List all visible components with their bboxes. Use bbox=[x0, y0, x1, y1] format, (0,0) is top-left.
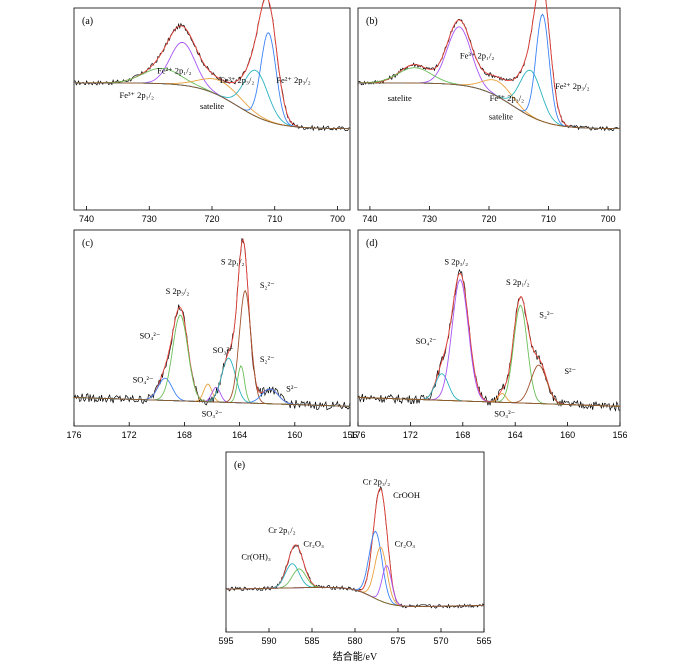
series-envelope bbox=[358, 272, 620, 407]
x-tick-label: 570 bbox=[433, 636, 448, 646]
x-tick-label: 164 bbox=[508, 430, 523, 440]
panel-label: (a) bbox=[82, 16, 93, 27]
peak-annotation: SO₃²⁻ bbox=[494, 409, 515, 419]
peak-annotation: Fe³⁺ 2p₁/₂ bbox=[460, 50, 494, 60]
panel-2: (c) 176 172 168 164 160 156 S 2p₁/₂ S 2p₃/₂ SO₄²⁻… bbox=[66, 229, 358, 440]
peak-annotation: S₂²⁻ bbox=[260, 354, 275, 364]
peak-annotation: S₂²⁻ bbox=[260, 280, 275, 290]
x-tick-label: 710 bbox=[541, 214, 556, 224]
x-tick-label: 156 bbox=[612, 430, 627, 440]
series-envelope bbox=[358, 0, 620, 130]
peak-annotation: S 2p₁/₂ bbox=[506, 277, 530, 287]
x-tick-label: 156 bbox=[342, 430, 357, 440]
panel-label: (d) bbox=[366, 238, 378, 249]
peak-annotation: Fe³⁺ 2p₁/₂ bbox=[120, 90, 154, 100]
panel-label: (e) bbox=[234, 460, 245, 471]
x-tick-label: 176 bbox=[350, 430, 365, 440]
peak-annotation: Fe²⁺ 2p₃/₂ bbox=[555, 81, 589, 91]
panel-1: (b) 740 730 720 710 700 Fe³⁺ 2p₁/₂ satelite Fe³⁺… bbox=[357, 0, 621, 224]
x-tick-label: 172 bbox=[122, 430, 137, 440]
series-raw bbox=[73, 0, 351, 132]
series-component bbox=[74, 365, 350, 407]
peak-annotation: S 2p₃/₂ bbox=[166, 286, 190, 296]
x-axis-label: 结合能/eV bbox=[333, 650, 378, 663]
x-tick-label: 575 bbox=[390, 636, 405, 646]
x-tick-label: 585 bbox=[304, 636, 319, 646]
series-component bbox=[74, 41, 350, 130]
x-tick-label: 172 bbox=[403, 430, 418, 440]
peak-annotation: SO₃²⁻ bbox=[202, 409, 223, 419]
x-tick-label: 595 bbox=[218, 636, 233, 646]
x-tick-label: 590 bbox=[261, 636, 276, 646]
panel-frame bbox=[73, 229, 351, 427]
x-tick-label: 176 bbox=[66, 430, 81, 440]
series-envelope bbox=[74, 238, 350, 407]
x-tick-label: 565 bbox=[476, 636, 491, 646]
x-tick-label: 720 bbox=[481, 214, 496, 224]
peak-annotation: satelite bbox=[489, 112, 513, 122]
peak-annotation: Fe³⁺ 2p₃/₂ bbox=[220, 75, 254, 85]
series-background bbox=[226, 586, 484, 607]
series-component bbox=[74, 383, 350, 407]
x-tick-label: 160 bbox=[287, 430, 302, 440]
panel-frame bbox=[357, 229, 621, 427]
series-background bbox=[358, 397, 620, 407]
peak-annotation: Cr₂O₃ bbox=[395, 538, 416, 548]
x-tick-label: 740 bbox=[362, 214, 377, 224]
peak-annotation: SO₄²⁻ bbox=[133, 375, 154, 385]
panel-3: (d) 176 172 168 164 160 156 S 2p₃/₂ S 2p₁/₂ SO₄²⁻… bbox=[350, 229, 628, 440]
peak-annotation: Fe²⁺ 2p₁/₂ bbox=[157, 66, 191, 76]
peak-annotation: Fe³⁺ 2p₃/₂ bbox=[490, 93, 524, 103]
peak-annotation: satelite bbox=[388, 93, 412, 103]
series-component bbox=[226, 530, 484, 607]
peak-annotation: SO₃²⁻ bbox=[213, 345, 234, 355]
peak-annotation: CrOOH bbox=[393, 490, 420, 500]
peak-annotation: S²⁻ bbox=[564, 366, 576, 376]
series-component bbox=[358, 279, 620, 407]
x-tick-label: 580 bbox=[347, 636, 362, 646]
panel-frame bbox=[357, 7, 621, 211]
peak-annotation: Cr 2p₁/₂ bbox=[268, 525, 295, 535]
panel-frame bbox=[225, 451, 485, 633]
peak-annotation: satelite bbox=[200, 101, 224, 111]
x-tick-label: 720 bbox=[204, 214, 219, 224]
series-component bbox=[226, 565, 484, 607]
peak-annotation: Cr 2p₃/₂ bbox=[363, 476, 390, 486]
panel-0: (a) 740 730 720 710 700 Fe²⁺ 2p₁/₂ Fe³⁺ 2p₁/₂ Fe… bbox=[73, 0, 351, 224]
series-component bbox=[226, 563, 484, 607]
peak-annotation: Fe²⁺ 2p₃/₂ bbox=[276, 75, 310, 85]
peak-annotation: SO₄²⁻ bbox=[139, 330, 160, 340]
x-tick-label: 740 bbox=[79, 214, 94, 224]
peak-annotation: S 2p₁/₂ bbox=[221, 256, 245, 266]
x-tick-label: 168 bbox=[455, 430, 470, 440]
peak-annotation: Cr₂O₃ bbox=[303, 538, 324, 548]
x-tick-label: 700 bbox=[601, 214, 616, 224]
x-tick-label: 730 bbox=[422, 214, 437, 224]
panel-label: (c) bbox=[82, 238, 93, 249]
peak-annotation: S₂²⁻ bbox=[539, 310, 554, 320]
peak-annotation: S²⁻ bbox=[286, 384, 298, 394]
x-tick-label: 730 bbox=[142, 214, 157, 224]
x-tick-label: 164 bbox=[232, 430, 247, 440]
x-tick-label: 700 bbox=[330, 214, 345, 224]
peak-annotation: S 2p₃/₂ bbox=[444, 256, 468, 266]
series-background bbox=[358, 82, 620, 130]
peak-annotation: Cr(OH)₃ bbox=[241, 552, 270, 562]
series-background bbox=[74, 82, 350, 130]
panel-label: (b) bbox=[366, 16, 378, 27]
series-raw bbox=[73, 238, 351, 411]
x-tick-label: 710 bbox=[267, 214, 282, 224]
x-tick-label: 160 bbox=[560, 430, 575, 440]
x-tick-label: 168 bbox=[177, 430, 192, 440]
peak-annotation: SO₄²⁻ bbox=[416, 336, 437, 346]
series-component bbox=[358, 304, 620, 407]
series-raw bbox=[357, 268, 621, 412]
series-background bbox=[74, 397, 350, 407]
